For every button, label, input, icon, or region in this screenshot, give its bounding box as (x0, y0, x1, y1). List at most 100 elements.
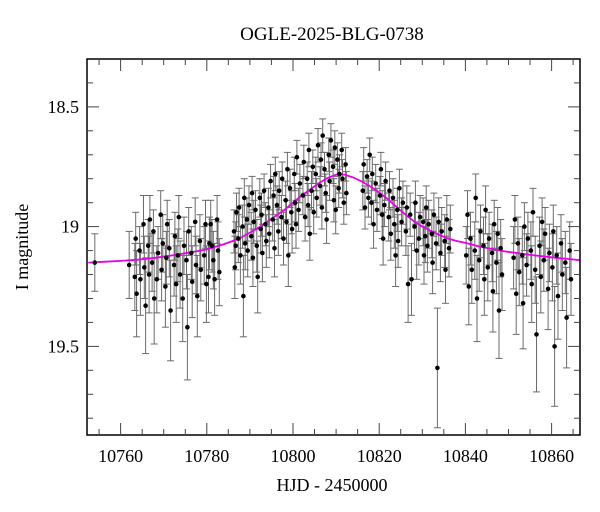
data-point (242, 195, 247, 201)
data-point (383, 178, 388, 184)
data-point (446, 245, 452, 251)
data-point (305, 202, 311, 208)
data-point (515, 241, 521, 246)
data-point (240, 224, 245, 229)
data-point (172, 233, 178, 239)
data-point (217, 269, 222, 275)
data-point (489, 250, 495, 256)
data-point (149, 260, 155, 265)
data-point (567, 248, 572, 253)
data-point (426, 221, 432, 227)
data-point (234, 210, 239, 215)
data-point (395, 238, 401, 244)
data-point (146, 272, 152, 277)
data-point (286, 253, 291, 258)
data-point (186, 229, 191, 234)
data-point (520, 253, 525, 258)
data-point (126, 262, 132, 268)
data-point (214, 217, 220, 222)
data-point (431, 212, 437, 217)
data-point (151, 296, 157, 301)
data-point (177, 272, 183, 277)
data-point (147, 217, 153, 222)
data-point (395, 207, 400, 213)
data-point (257, 195, 263, 201)
data-point (195, 293, 200, 299)
data-point (327, 178, 332, 184)
data-point (142, 265, 147, 270)
data-point (409, 277, 414, 282)
data-point (499, 272, 505, 277)
data-point (472, 248, 478, 253)
data-point (304, 176, 310, 181)
data-point (425, 243, 430, 249)
data-point (318, 157, 324, 162)
data-point (532, 267, 538, 273)
chart-title: OGLE-2025-BLG-0738 (240, 24, 424, 45)
data-point (429, 231, 435, 237)
x-tick-label: 10800 (271, 446, 316, 466)
data-point (550, 265, 555, 270)
data-point (285, 166, 290, 172)
data-point (530, 210, 536, 215)
data-point (328, 138, 334, 143)
data-point (522, 224, 527, 229)
data-point (481, 243, 486, 249)
data-point (283, 198, 289, 203)
data-point (204, 281, 209, 287)
data-point (552, 344, 557, 349)
data-point (175, 253, 181, 258)
data-point (485, 265, 491, 270)
data-point (360, 188, 366, 193)
data-point (248, 233, 254, 239)
data-point (380, 236, 386, 241)
data-point (270, 217, 276, 222)
data-point (322, 166, 327, 172)
data-point (524, 262, 529, 268)
data-point (320, 133, 326, 138)
data-point (192, 219, 198, 225)
data-point (483, 207, 488, 213)
data-point (331, 198, 337, 203)
data-point (212, 277, 217, 282)
data-point (92, 260, 98, 265)
data-point (382, 202, 387, 208)
data-point (555, 293, 561, 299)
data-point (374, 207, 380, 213)
data-point (554, 253, 559, 258)
data-point (259, 212, 264, 217)
data-point (537, 243, 542, 249)
data-point (260, 250, 265, 256)
data-point (266, 205, 271, 210)
data-point (476, 257, 482, 263)
data-point (495, 231, 501, 237)
data-point (164, 255, 169, 261)
data-point (297, 181, 303, 186)
data-point (468, 236, 473, 241)
data-point (154, 277, 160, 282)
data-point (176, 214, 182, 220)
axes-layer: 10760 10780 10800 10820 10840 10860 18.5 19 19.5 (48, 58, 581, 466)
data-point (412, 224, 417, 229)
data-point (198, 267, 204, 273)
data-point (392, 221, 397, 227)
data-point (361, 162, 367, 167)
data-point (279, 176, 285, 181)
data-point (241, 293, 246, 299)
data-point (390, 195, 396, 201)
data-point (284, 219, 289, 225)
data-point (344, 190, 349, 196)
data-point (423, 233, 428, 239)
y-tick-label: 19 (61, 217, 79, 237)
data-point (339, 147, 345, 153)
data-point (245, 248, 250, 253)
data-point (473, 195, 479, 201)
data-point (134, 291, 139, 297)
data-point (539, 219, 545, 225)
data-point (313, 171, 319, 177)
data-point (215, 248, 221, 253)
data-point (244, 217, 250, 222)
data-point (393, 253, 398, 258)
data-point (168, 308, 173, 313)
data-point (138, 277, 143, 282)
